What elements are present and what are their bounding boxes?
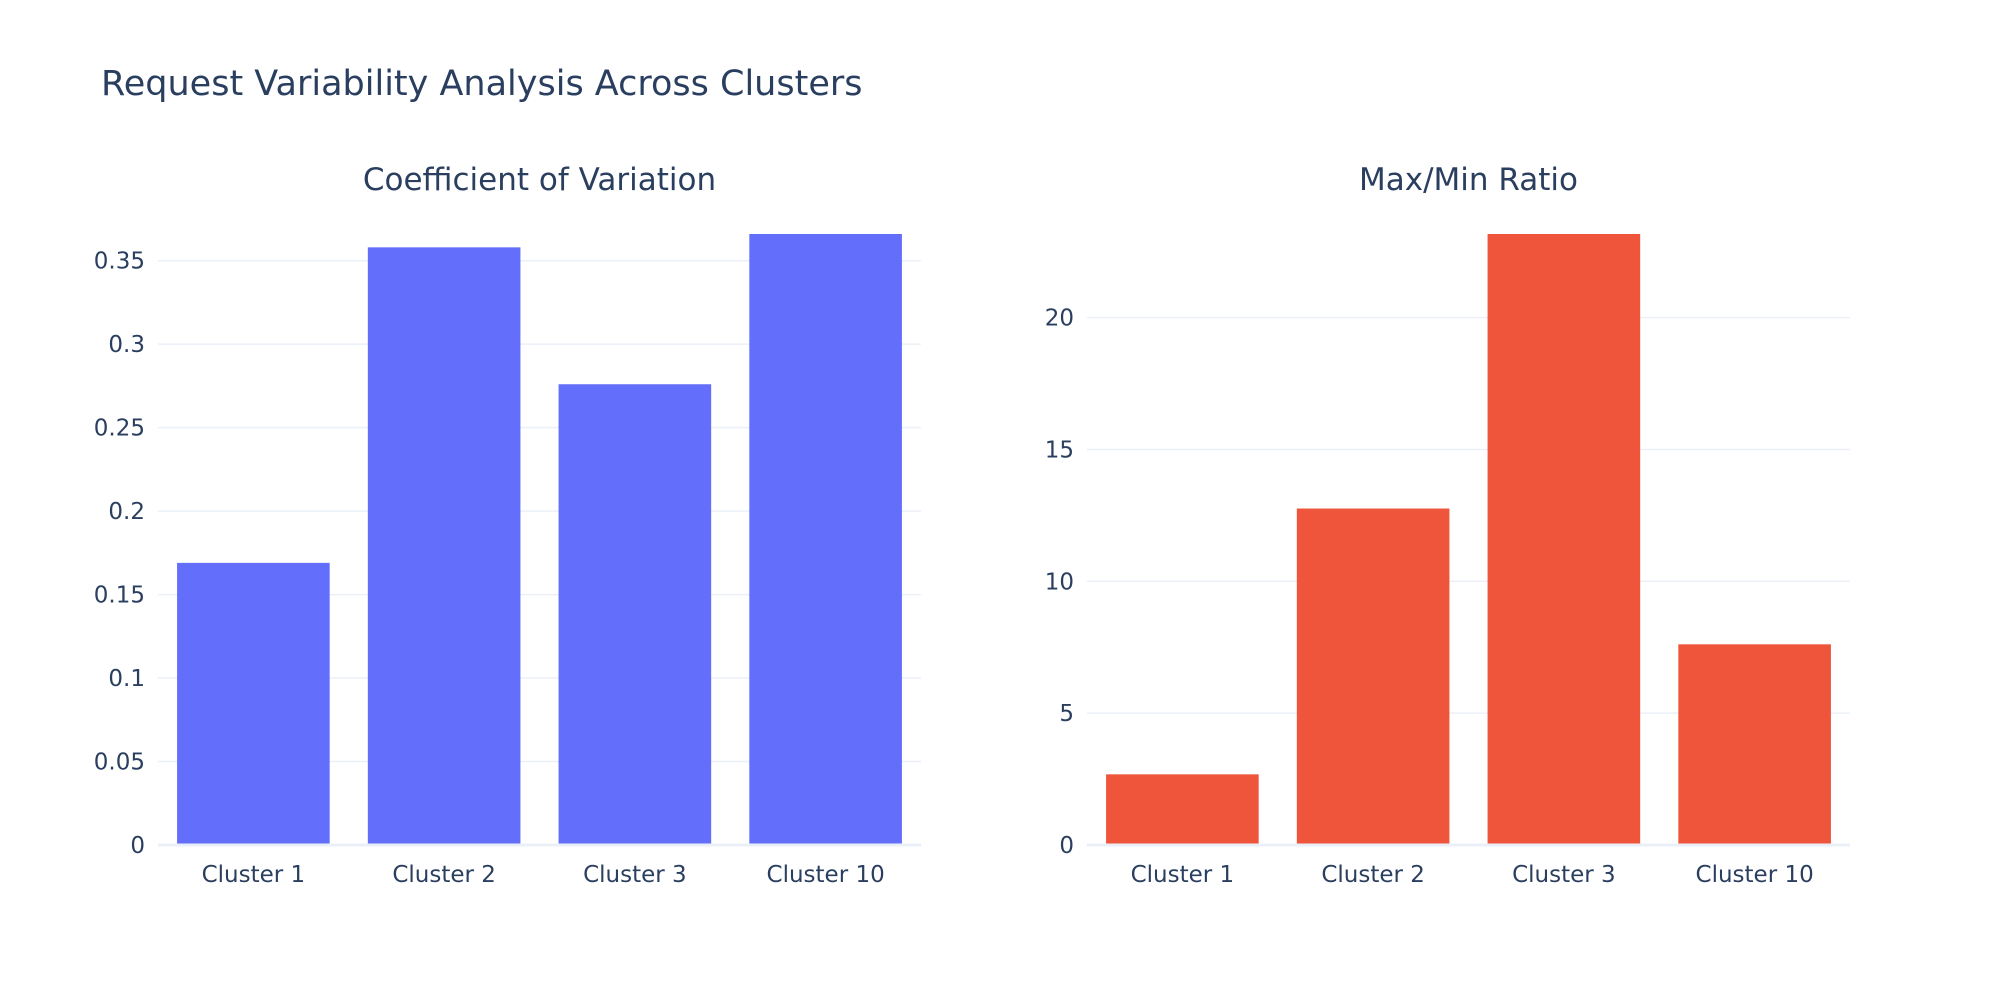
y-tick-label: 0 — [1059, 833, 1074, 859]
y-tick-label: 0.1 — [108, 666, 145, 692]
main-title: Request Variability Analysis Across Clus… — [101, 64, 863, 104]
bar-cluster-10 — [749, 234, 902, 845]
y-tick-label: 20 — [1045, 306, 1074, 332]
y-tick-label: 0.2 — [108, 499, 145, 525]
bar-cluster-2 — [1296, 508, 1450, 845]
y-tick-label: 0 — [130, 833, 145, 859]
bar-cluster-10 — [1678, 644, 1831, 845]
x-tick-label: Cluster 2 — [1321, 862, 1425, 888]
x-tick-label: Cluster 1 — [202, 862, 306, 888]
y-tick-label: 5 — [1059, 701, 1074, 727]
x-tick-label: Cluster 1 — [1131, 862, 1235, 888]
bar-cluster-3 — [1487, 234, 1641, 845]
y-tick-label: 0.35 — [94, 249, 145, 275]
y-tick-label: 15 — [1045, 437, 1074, 463]
x-tick-label: Cluster 10 — [767, 862, 885, 888]
y-tick-label: 0.15 — [94, 583, 145, 609]
x-tick-label: Cluster 3 — [1512, 862, 1616, 888]
subplot-title-2: Max/Min Ratio — [1359, 162, 1578, 198]
y-tick-label: 10 — [1045, 569, 1074, 595]
y-tick-label: 0.05 — [94, 750, 145, 776]
bar-cluster-1 — [1106, 774, 1259, 845]
bar-cluster-2 — [367, 247, 521, 845]
bar-cluster-1 — [177, 562, 330, 845]
x-tick-label: Cluster 10 — [1696, 862, 1814, 888]
x-tick-label: Cluster 3 — [583, 862, 687, 888]
subplot-title-1: Coefficient of Variation — [363, 162, 716, 198]
y-tick-label: 0.25 — [94, 416, 145, 442]
y-tick-label: 0.3 — [108, 332, 145, 358]
bar-cluster-3 — [558, 384, 712, 845]
x-tick-label: Cluster 2 — [392, 862, 496, 888]
